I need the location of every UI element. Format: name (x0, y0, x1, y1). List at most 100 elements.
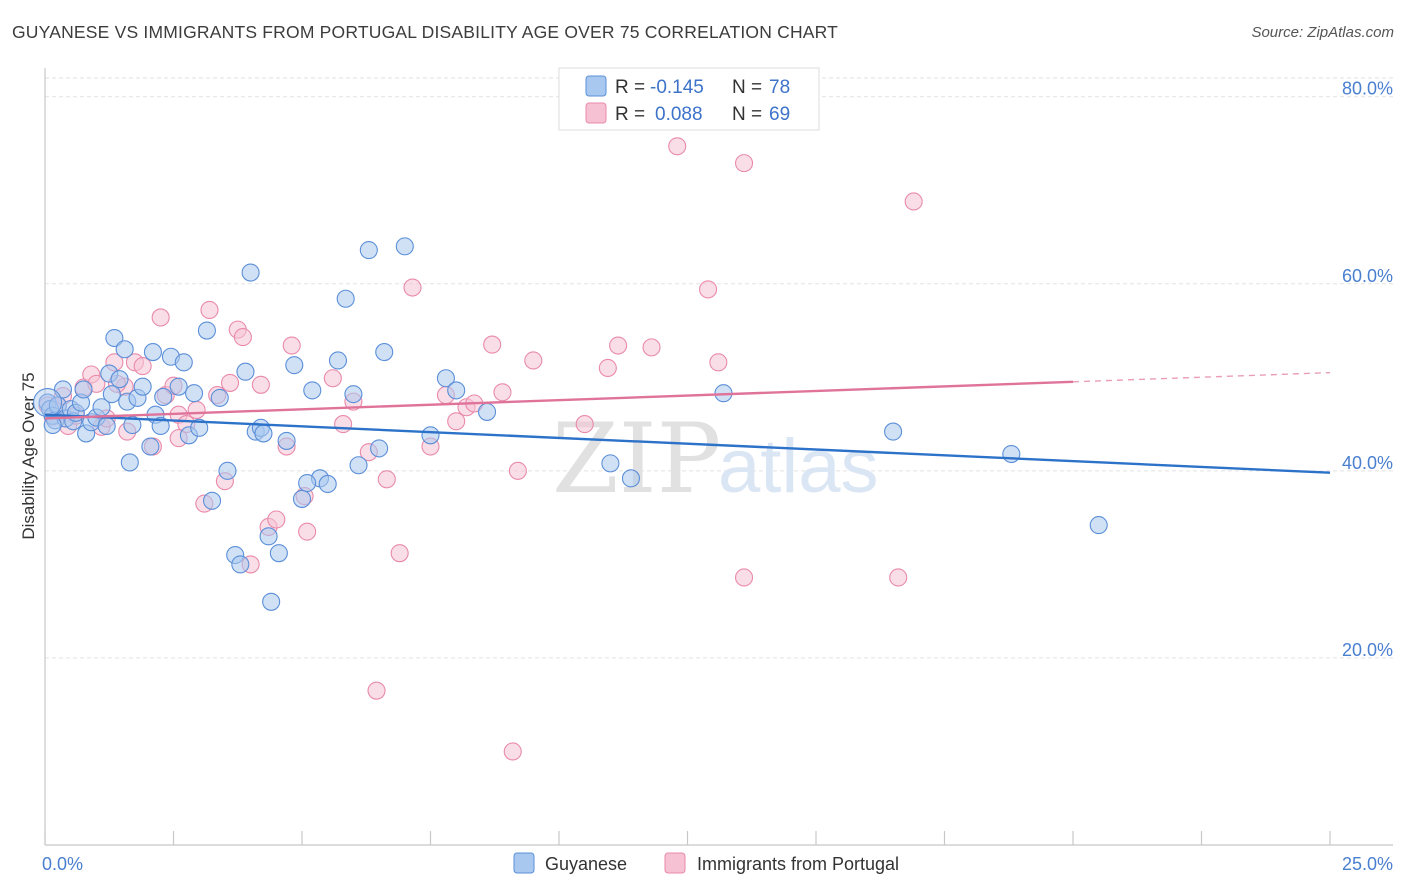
portugal-point (403, 278, 422, 297)
guyanese-point (254, 424, 273, 443)
y-axis-label: Disability Age Over 75 (19, 372, 38, 539)
portugal-point (734, 154, 754, 173)
portugal-point (709, 353, 728, 372)
portugal-point (220, 373, 240, 392)
x-tick-label-min: 0.0% (42, 854, 83, 874)
guyanese-point (154, 387, 173, 407)
bottom-legend-swatch-portugal (664, 852, 686, 874)
x-ticks (44, 831, 1331, 845)
trend-line-portugal-extension (1072, 371, 1331, 383)
portugal-point (377, 470, 396, 489)
guyanese-point (349, 456, 368, 475)
portugal-point (668, 137, 687, 156)
guyanese-point (292, 489, 312, 508)
portugal-point (503, 742, 522, 761)
guyanese-point (151, 416, 170, 436)
guyanese-point (601, 454, 620, 473)
legend-r-label-portugal: R = (615, 104, 645, 125)
guyanese-point (169, 377, 188, 396)
guyanese-point (269, 544, 288, 563)
guyanese-point (43, 415, 62, 435)
legend-n-value-portugal: 69 (769, 104, 790, 125)
guyanese-point (174, 353, 193, 372)
guyanese-point (303, 381, 322, 400)
guyanese-point (436, 369, 455, 388)
portugal-point (904, 192, 923, 211)
guyanese-point (143, 343, 162, 362)
guyanese-point (203, 491, 222, 510)
portugal-point (493, 383, 512, 402)
y-tick-label-20: 20.0% (1342, 640, 1393, 660)
x-tick-label-max: 25.0% (1342, 854, 1393, 874)
guyanese-point (141, 437, 160, 456)
portugal-point (267, 510, 286, 529)
portugal-point (367, 681, 386, 700)
portugal-point (483, 335, 502, 354)
trend-line-portugal (44, 380, 1074, 420)
portugal-point (133, 357, 152, 376)
guyanese-point (241, 263, 260, 282)
guyanese-point (395, 237, 414, 256)
portugal-point (251, 375, 270, 394)
y-tick-label-60: 60.0% (1342, 266, 1393, 286)
portugal-point (524, 351, 543, 370)
legend: R = -0.145 N = 78 R = 0.088 N = 69 (558, 67, 820, 131)
bottom-legend-label-portugal: Immigrants from Portugal (697, 854, 899, 874)
portugal-point (334, 415, 353, 434)
portugal-point (151, 308, 170, 327)
guyanese-point (477, 402, 497, 421)
portugal-point (390, 544, 409, 563)
guyanese-point (421, 426, 440, 445)
portugal-point (282, 336, 301, 355)
guyanese-point-large (33, 388, 63, 418)
portugal-point (187, 401, 206, 420)
guyanese-point (359, 241, 378, 260)
guyanese-point (218, 461, 237, 480)
portugal-point (598, 358, 617, 378)
legend-n-value-guyanese: 78 (769, 77, 790, 98)
guyanese-point (277, 431, 296, 450)
chart-title: GUYANESE VS IMMIGRANTS FROM PORTUGAL DIS… (12, 22, 839, 42)
legend-r-value-guyanese: -0.145 (650, 77, 704, 98)
portugal-point (699, 280, 718, 299)
trend-line-guyanese (44, 413, 1331, 474)
axes (44, 68, 1393, 846)
guyanese-point (102, 385, 121, 404)
guyanese-point (328, 351, 348, 370)
y-tick-label-40: 40.0% (1342, 453, 1393, 473)
portugal-point (323, 369, 342, 388)
legend-n-label-guyanese: N = (732, 77, 762, 98)
legend-n-label-portugal: N = (732, 104, 762, 125)
portugal-point (200, 300, 219, 320)
legend-r-label-guyanese: R = (615, 77, 645, 98)
portugal-point (642, 338, 661, 357)
bottom-legend: Guyanese Immigrants from Portugal (513, 852, 899, 874)
portugal-point (575, 415, 594, 434)
legend-swatch-portugal (585, 102, 607, 124)
portugal-point (734, 568, 754, 587)
guyanese-point (190, 418, 209, 437)
guyanese-point (105, 328, 124, 348)
guyanese-point (318, 474, 337, 493)
bottom-legend-label-guyanese: Guyanese (545, 854, 627, 874)
guyanese-point (336, 289, 355, 308)
portugal-point (889, 568, 908, 587)
portugal-point (609, 336, 628, 355)
portugal-point (447, 412, 466, 431)
guyanese-point (447, 381, 466, 400)
legend-swatch-guyanese (585, 75, 607, 97)
y-tick-labels: 20.0% 40.0% 60.0% 80.0% (1342, 79, 1393, 660)
guyanese-point (110, 370, 129, 389)
guyanese-point (1089, 516, 1108, 535)
guyanese-point (262, 592, 281, 611)
watermark: ZIP atlas (552, 403, 879, 515)
trend-lines (44, 371, 1331, 474)
guyanese-point (97, 416, 116, 436)
chart-source: Source: ZipAtlas.com (1251, 24, 1394, 41)
guyanese-point (115, 340, 134, 359)
portugal-point (233, 328, 252, 347)
guyanese-point (1002, 444, 1021, 464)
guyanese-point (74, 380, 93, 399)
guyanese-point (210, 388, 229, 407)
